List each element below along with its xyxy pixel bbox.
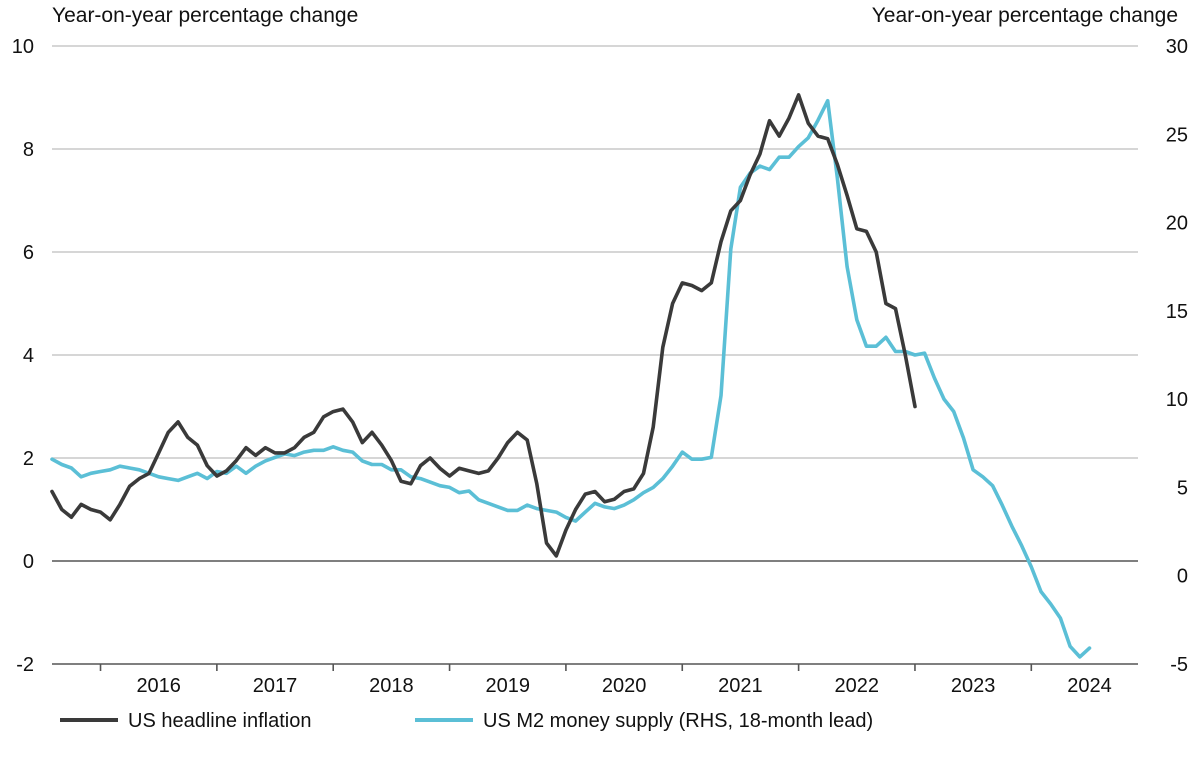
series-layer <box>50 93 1092 659</box>
right-tick-label: 15 <box>1166 301 1188 323</box>
left-tick-label: 6 <box>23 242 34 264</box>
x-tick-label: 2021 <box>718 675 763 697</box>
left-tick-label: 10 <box>12 36 34 58</box>
right-tick-label: 5 <box>1177 477 1188 499</box>
legend-label-m2: US M2 money supply (RHS, 18-month lead) <box>483 710 873 732</box>
right-axis-ticks: -5 0 5 10 15 20 25 30 <box>1166 36 1188 676</box>
right-tick-label: 0 <box>1177 566 1188 588</box>
left-tick-label: -2 <box>16 654 34 676</box>
right-tick-label: -5 <box>1170 654 1188 676</box>
x-tick-label: 2023 <box>951 675 996 697</box>
x-tick-label: 2016 <box>136 675 181 697</box>
series-line-inflation <box>50 93 917 558</box>
left-tick-label: 8 <box>23 139 34 161</box>
x-axis-ticks: 2016 2017 2018 2019 2020 2021 2022 2023 2024 <box>99 664 1112 697</box>
x-tick-label: 2024 <box>1067 675 1112 697</box>
right-tick-label: 20 <box>1166 213 1188 235</box>
x-tick-label: 2020 <box>602 675 647 697</box>
left-axis-ticks: -2 0 2 4 6 8 10 <box>12 36 34 676</box>
right-tick-label: 10 <box>1166 389 1188 411</box>
x-tick-label: 2022 <box>835 675 880 697</box>
legend-label-inflation: US headline inflation <box>128 710 311 732</box>
right-tick-label: 25 <box>1166 124 1188 146</box>
x-tick-label: 2018 <box>369 675 414 697</box>
right-tick-label: 30 <box>1166 36 1188 58</box>
left-tick-label: 0 <box>23 551 34 573</box>
series-line-m2 <box>50 98 1092 659</box>
x-tick-label: 2019 <box>485 675 530 697</box>
left-tick-label: 2 <box>23 448 34 470</box>
right-axis-title: Year-on-year percentage change <box>872 4 1178 27</box>
x-tick-label: 2017 <box>253 675 298 697</box>
left-axis-title: Year-on-year percentage change <box>52 4 358 27</box>
left-tick-label: 4 <box>23 345 34 367</box>
gridlines <box>52 45 1138 665</box>
legend: US headline inflation US M2 money supply… <box>60 710 873 732</box>
